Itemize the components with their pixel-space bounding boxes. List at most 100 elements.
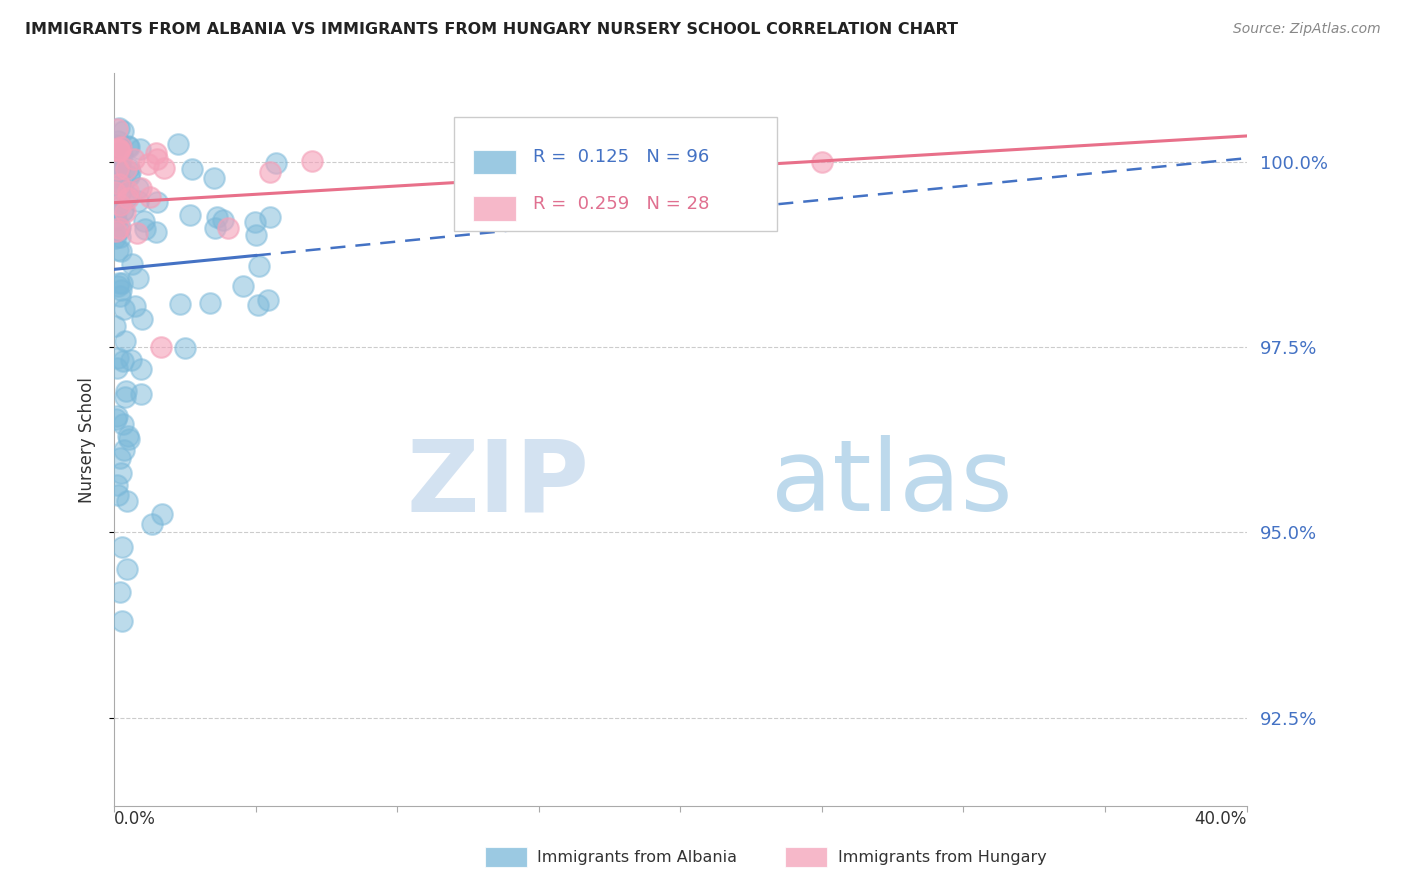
Point (105, 223, 128, 237)
Point (145, 152, 167, 166)
Point (118, 161, 141, 176)
Text: Immigrants from Hungary: Immigrants from Hungary (838, 850, 1046, 864)
Point (110, 466, 132, 480)
Point (145, 145, 167, 160)
Point (132, 214, 155, 228)
Point (111, 354, 134, 368)
Point (138, 190, 160, 204)
Point (110, 283, 132, 297)
Point (173, 341, 195, 355)
Point (108, 198, 131, 212)
Point (110, 140, 132, 154)
Point (105, 478, 128, 492)
Point (232, 278, 254, 293)
Text: ZIP: ZIP (406, 435, 591, 533)
Point (127, 271, 149, 285)
Point (107, 134, 129, 148)
Point (108, 178, 131, 192)
Point (118, 169, 141, 183)
Point (134, 221, 156, 235)
Text: IMMIGRANTS FROM ALBANIA VS IMMIGRANTS FROM HUNGARY NURSERY SCHOOL CORRELATION CH: IMMIGRANTS FROM ALBANIA VS IMMIGRANTS FR… (25, 22, 959, 37)
Point (105, 212, 128, 227)
Point (112, 443, 135, 458)
Point (117, 184, 139, 198)
Text: R =  0.259   N = 28: R = 0.259 N = 28 (533, 195, 710, 213)
Point (103, 165, 125, 179)
Point (114, 204, 136, 219)
Point (129, 362, 152, 376)
Point (167, 136, 190, 151)
Point (107, 120, 129, 135)
Point (141, 517, 163, 532)
Point (107, 162, 129, 177)
Point (110, 244, 132, 259)
Point (257, 293, 280, 307)
Text: R =  0.125   N = 96: R = 0.125 N = 96 (533, 148, 710, 167)
Text: Immigrants from Albania: Immigrants from Albania (537, 850, 737, 864)
Y-axis label: Nursery School: Nursery School (79, 376, 96, 503)
Text: 0.0%: 0.0% (114, 810, 156, 828)
Point (131, 312, 153, 326)
Point (146, 194, 169, 209)
Point (105, 149, 128, 163)
FancyBboxPatch shape (474, 150, 516, 174)
Point (103, 319, 125, 334)
Point (120, 352, 142, 367)
Point (108, 223, 131, 237)
Point (204, 221, 226, 235)
Point (169, 297, 191, 311)
Point (111, 540, 134, 554)
Text: 40.0%: 40.0% (1194, 810, 1247, 828)
Point (108, 221, 131, 235)
FancyBboxPatch shape (474, 196, 516, 221)
Point (217, 221, 239, 235)
Point (112, 301, 135, 316)
Point (108, 171, 131, 186)
Point (152, 161, 174, 175)
Point (811, 154, 834, 169)
Point (117, 138, 139, 153)
Point (107, 243, 129, 257)
Point (212, 213, 235, 227)
Point (129, 142, 152, 156)
Point (110, 140, 132, 154)
Point (111, 417, 134, 431)
Point (108, 142, 131, 156)
Point (111, 182, 134, 196)
Point (111, 204, 134, 219)
Point (245, 215, 267, 229)
Point (114, 384, 136, 399)
Point (110, 451, 132, 466)
Point (127, 226, 149, 240)
Point (150, 507, 173, 521)
Point (115, 161, 138, 176)
Point (181, 162, 204, 177)
Point (117, 429, 139, 443)
Point (108, 186, 131, 200)
Point (107, 177, 129, 191)
Point (247, 260, 270, 274)
Point (108, 198, 131, 212)
Point (114, 390, 136, 404)
Point (247, 297, 270, 311)
Text: atlas: atlas (770, 435, 1012, 533)
FancyBboxPatch shape (454, 117, 776, 231)
Point (105, 409, 128, 423)
Point (129, 386, 152, 401)
Point (111, 277, 134, 291)
Point (122, 152, 145, 166)
Point (202, 171, 225, 186)
Point (108, 229, 131, 244)
Point (110, 145, 132, 159)
Point (108, 289, 131, 303)
Point (107, 278, 129, 293)
Point (107, 154, 129, 169)
Point (121, 257, 143, 271)
Point (207, 210, 229, 224)
Point (108, 220, 131, 235)
Point (104, 137, 127, 152)
Point (104, 205, 127, 219)
Point (129, 181, 152, 195)
Point (259, 165, 281, 179)
Point (112, 124, 135, 138)
